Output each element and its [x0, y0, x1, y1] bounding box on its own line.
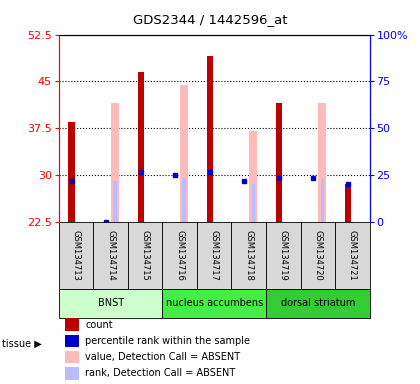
- Bar: [301, 222, 335, 288]
- Bar: [93, 222, 128, 288]
- Bar: [111, 103, 119, 222]
- Text: dorsal striatum: dorsal striatum: [281, 298, 355, 308]
- Text: percentile rank within the sample: percentile rank within the sample: [85, 336, 250, 346]
- Text: GSM134720: GSM134720: [313, 230, 322, 281]
- Text: nucleus accumbens: nucleus accumbens: [165, 298, 263, 308]
- Bar: [65, 351, 79, 363]
- Text: GSM134719: GSM134719: [279, 230, 288, 281]
- Text: value, Detection Call = ABSENT: value, Detection Call = ABSENT: [85, 352, 240, 362]
- Bar: [266, 222, 301, 288]
- Bar: [137, 72, 144, 222]
- Bar: [231, 222, 266, 288]
- Text: GSM134721: GSM134721: [348, 230, 357, 281]
- Bar: [276, 103, 282, 222]
- Bar: [68, 122, 75, 222]
- Bar: [180, 84, 188, 222]
- Bar: [249, 131, 257, 222]
- Text: tissue ▶: tissue ▶: [2, 339, 42, 349]
- Bar: [163, 288, 266, 318]
- Bar: [182, 178, 186, 222]
- Bar: [65, 334, 79, 347]
- Text: GDS2344 / 1442596_at: GDS2344 / 1442596_at: [133, 13, 287, 26]
- Bar: [318, 103, 326, 222]
- Text: count: count: [85, 319, 113, 329]
- Bar: [59, 288, 163, 318]
- Bar: [163, 222, 197, 288]
- Bar: [266, 288, 370, 318]
- Bar: [345, 184, 351, 222]
- Text: GSM134715: GSM134715: [141, 230, 150, 281]
- Bar: [128, 222, 163, 288]
- Text: BNST: BNST: [97, 298, 123, 308]
- Text: GSM134713: GSM134713: [71, 230, 81, 281]
- Text: GSM134716: GSM134716: [175, 230, 184, 281]
- Bar: [65, 367, 79, 379]
- Bar: [320, 178, 324, 222]
- Bar: [207, 56, 213, 222]
- Text: GSM134714: GSM134714: [106, 230, 115, 281]
- Bar: [197, 222, 231, 288]
- Text: rank, Detection Call = ABSENT: rank, Detection Call = ABSENT: [85, 368, 236, 378]
- Bar: [252, 184, 255, 222]
- Bar: [113, 181, 117, 222]
- Bar: [335, 222, 370, 288]
- Text: GSM134718: GSM134718: [244, 230, 253, 281]
- Bar: [59, 222, 93, 288]
- Bar: [65, 318, 79, 331]
- Text: GSM134717: GSM134717: [210, 230, 219, 281]
